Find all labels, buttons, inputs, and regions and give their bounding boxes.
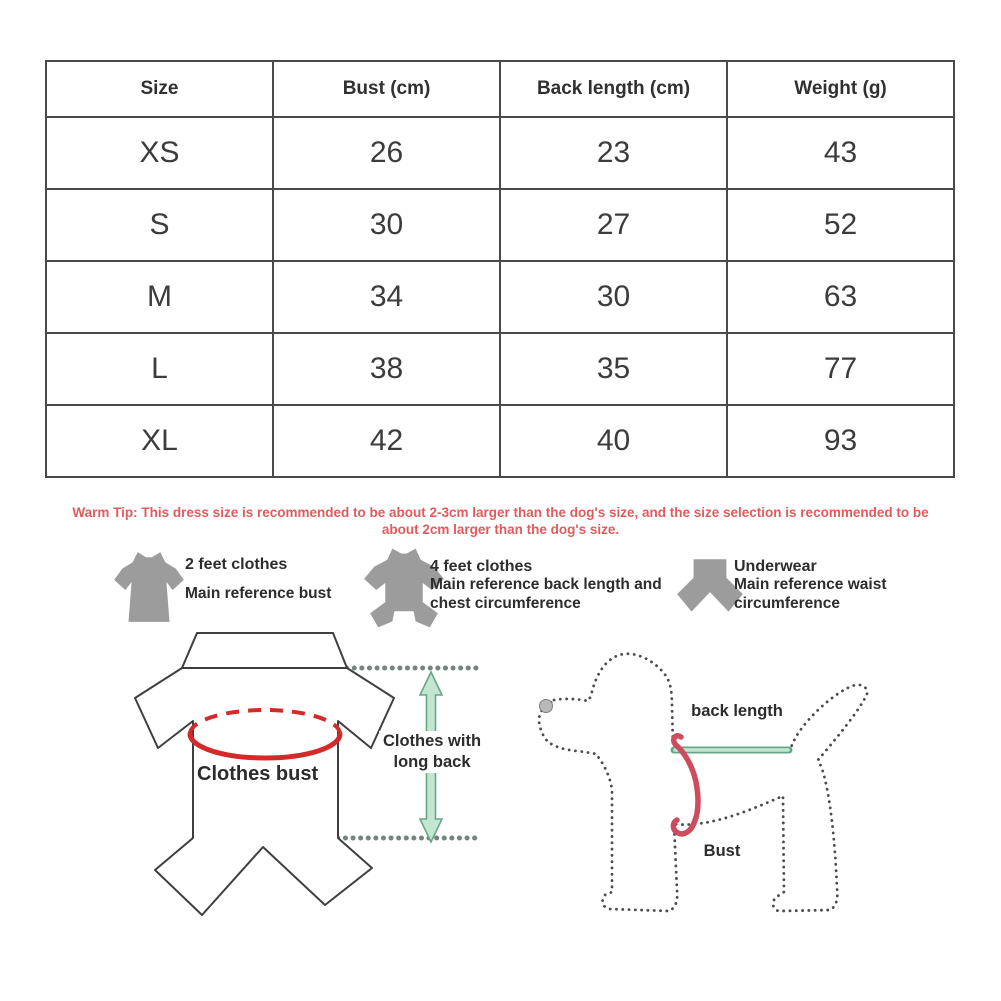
legend-underwear: Underwear Main reference waist circumfer… <box>734 558 924 613</box>
cell-size: XS <box>45 116 274 190</box>
cell-size: M <box>45 260 274 334</box>
cell-bust: 26 <box>272 116 501 190</box>
cell-weight: 52 <box>726 188 955 262</box>
cell-back: 30 <box>499 260 728 334</box>
dog-nose <box>539 699 553 713</box>
cell-size: XL <box>45 404 274 478</box>
four-feet-clothes-icon <box>364 548 444 628</box>
dog-back-length-label: back length <box>691 702 783 720</box>
cell-back: 35 <box>499 332 728 406</box>
dog-illustration <box>537 652 869 913</box>
four-feet-clothes-shape <box>364 548 444 628</box>
legend-title: 2 feet clothes <box>185 556 288 573</box>
cell-weight: 77 <box>726 332 955 406</box>
table-row: L 38 35 77 <box>45 332 955 406</box>
bust-ellipse-solid-bottom <box>187 731 343 761</box>
legend-desc: Main reference bust <box>185 585 332 602</box>
cell-bust: 34 <box>272 260 501 334</box>
warm-tip-text: Warm Tip: This dress size is recommended… <box>40 504 961 538</box>
clothes-long-back-label: Clothes with long back <box>379 731 485 773</box>
legend-title: Underwear <box>734 558 817 575</box>
cell-bust: 30 <box>272 188 501 262</box>
table-row: M 34 30 63 <box>45 260 955 334</box>
underwear-shape <box>677 559 743 612</box>
warm-tip-line1: Warm Tip: This dress size is recommended… <box>72 505 929 520</box>
cell-bust: 42 <box>272 404 501 478</box>
cell-back: 40 <box>499 404 728 478</box>
dog-bust-label: Bust <box>703 842 741 860</box>
garment-collar <box>181 632 348 669</box>
legend-title: 4 feet clothes <box>430 558 533 575</box>
col-header-back-length: Back length (cm) <box>499 60 728 118</box>
legend-two-feet: 2 feet clothes Main reference bust <box>185 556 365 604</box>
table-header-row: Size Bust (cm) Back length (cm) Weight (… <box>45 60 955 118</box>
warm-tip-line2: about 2cm larger than the dog's size. <box>381 522 620 537</box>
garment-diagram <box>134 632 480 916</box>
cell-bust: 38 <box>272 332 501 406</box>
cell-back: 23 <box>499 116 728 190</box>
legend-four-feet: 4 feet clothes Main reference back lengt… <box>430 558 668 613</box>
cell-weight: 63 <box>726 260 955 334</box>
table-row: XL 42 40 93 <box>45 404 955 478</box>
dog-bust-arc <box>670 733 701 837</box>
cell-weight: 93 <box>726 404 955 478</box>
clothes-bust-label: Clothes bust <box>197 763 319 785</box>
table-row: S 30 27 52 <box>45 188 955 262</box>
underwear-icon <box>677 559 743 612</box>
col-header-weight: Weight (g) <box>726 60 955 118</box>
two-feet-clothes-icon <box>114 552 184 622</box>
cell-back: 27 <box>499 188 728 262</box>
col-header-bust: Bust (cm) <box>272 60 501 118</box>
cell-size: L <box>45 332 274 406</box>
size-table: Size Bust (cm) Back length (cm) Weight (… <box>45 60 955 478</box>
garment-outline <box>134 667 395 916</box>
two-feet-clothes-shape <box>114 552 184 622</box>
col-header-size: Size <box>45 60 274 118</box>
cell-size: S <box>45 188 274 262</box>
table-row: XS 26 23 43 <box>45 116 955 190</box>
cell-weight: 43 <box>726 116 955 190</box>
legend-desc: Main reference waist circumference <box>734 576 887 612</box>
dog-outline <box>537 652 869 913</box>
legend-desc: Main reference back length and chest cir… <box>430 576 662 612</box>
